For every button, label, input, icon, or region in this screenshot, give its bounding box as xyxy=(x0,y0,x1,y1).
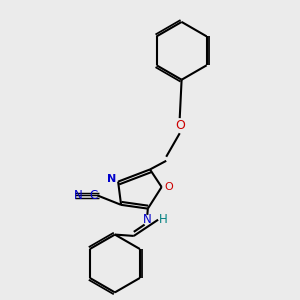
Text: N: N xyxy=(107,175,116,184)
Text: O: O xyxy=(175,119,185,132)
Text: O: O xyxy=(164,182,173,192)
Text: N: N xyxy=(74,189,83,202)
Text: H: H xyxy=(159,213,168,226)
Text: C: C xyxy=(89,189,98,202)
Text: N: N xyxy=(143,213,152,226)
